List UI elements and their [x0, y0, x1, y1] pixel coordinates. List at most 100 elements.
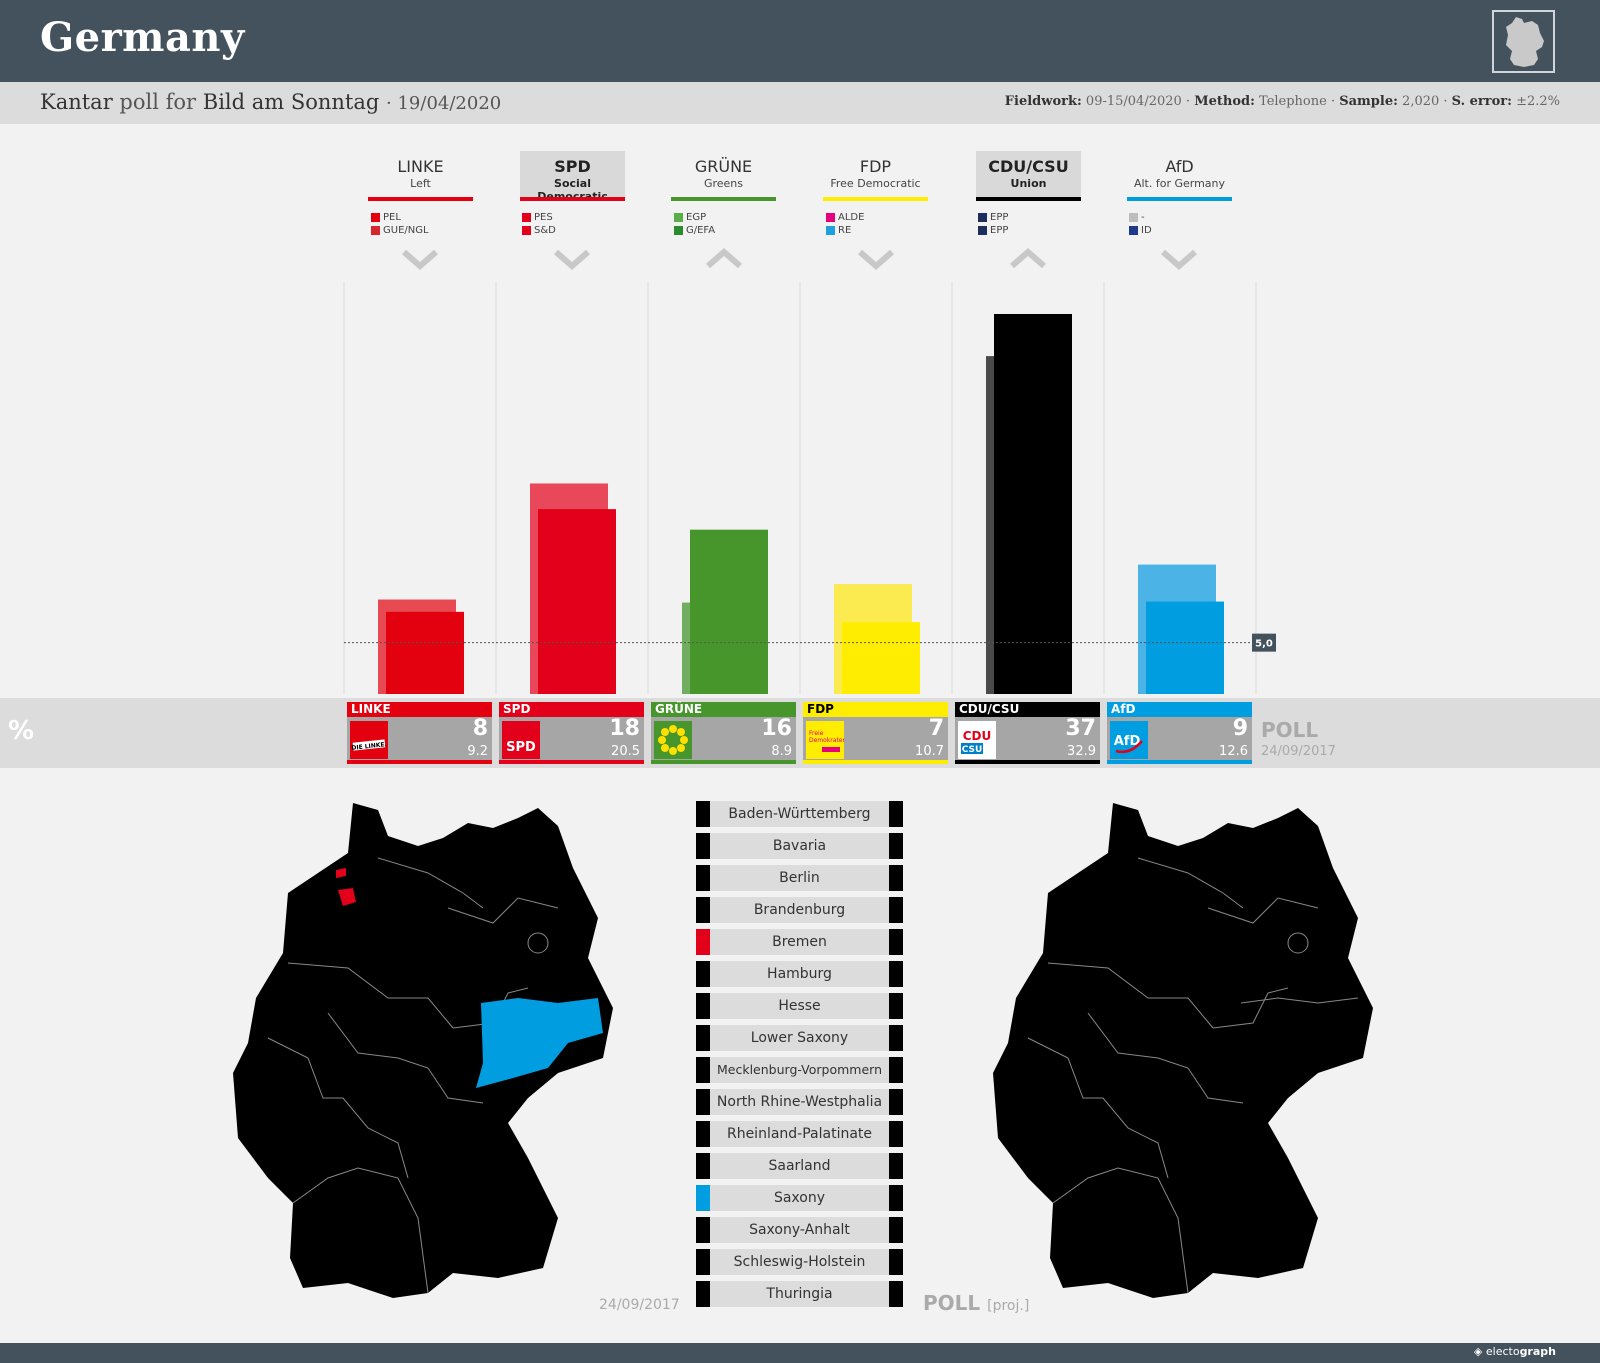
result-color-line [1107, 760, 1252, 764]
state-poll-swatch [889, 1249, 903, 1275]
state-row-hamburg[interactable]: Hamburg [696, 961, 903, 987]
state-row-hesse[interactable]: Hesse [696, 993, 903, 1019]
state-row-saarland[interactable]: Saarland [696, 1153, 903, 1179]
state-row-saxony[interactable]: Saxony [696, 1185, 903, 1211]
state-name: Hesse [778, 998, 821, 1014]
bar-chart: 5,0 [343, 282, 1276, 694]
result-box-cdu-csu: CDU/CSU CDU CSU 37 32.9 [955, 702, 1100, 764]
bar-poll-0 [386, 611, 464, 694]
state-name: Hamburg [767, 966, 832, 982]
method-value: Telephone [1259, 94, 1327, 109]
result-box-linke: LINKE DIE LINKE. 8 9.2 [347, 702, 492, 764]
eu-group-label: EGP [686, 212, 707, 223]
state-poll-swatch [889, 865, 903, 891]
poll-word: poll for [119, 90, 197, 114]
party-color-line [520, 197, 625, 201]
state-name: Saxony-Anhalt [749, 1222, 850, 1238]
bar-poll-3 [842, 622, 920, 694]
party-abbr: CDU/CSU [988, 157, 1069, 176]
state-poll-swatch [889, 1185, 903, 1211]
state-prev-swatch [696, 1185, 710, 1211]
state-row-rheinland-palatinate[interactable]: Rheinland-Palatinate [696, 1121, 903, 1147]
bar-poll-2 [690, 529, 768, 694]
germany-map-poll [993, 803, 1373, 1298]
state-row-bavaria[interactable]: Bavaria [696, 833, 903, 859]
prev-value: 10.7 [915, 744, 944, 759]
eu-group-label: ALDE [838, 212, 865, 223]
party-header-spd: SPD Social Democratic [520, 151, 625, 203]
bar-poll-4 [994, 314, 1072, 694]
eu-color-swatch [1129, 226, 1138, 235]
result-color-line [499, 760, 644, 764]
result-box-fdp: FDP Freie Demokraten 7 10.7 [803, 702, 948, 764]
state-row-north-rhine-westphalia[interactable]: North Rhine-Westphalia [696, 1089, 903, 1115]
page-title: Germany [40, 14, 245, 61]
state-poll-swatch [889, 1057, 903, 1083]
result-color-line [651, 760, 796, 764]
eu-groups-grune: EGP G/EFA [674, 211, 715, 237]
state-poll-swatch [889, 1025, 903, 1051]
state-row-saxony-anhalt[interactable]: Saxony-Anhalt [696, 1217, 903, 1243]
chevron-up-icon [1010, 248, 1046, 269]
party-name: Free Democratic [830, 177, 921, 190]
state-row-brandenburg[interactable]: Brandenburg [696, 897, 903, 923]
state-row-thuringia[interactable]: Thuringia [696, 1281, 903, 1307]
state-row-mecklenburg-vorpommern[interactable]: Mecklenburg-Vorpommern [696, 1057, 903, 1083]
party-name: Left [410, 177, 431, 190]
party-color-line [1127, 197, 1232, 201]
state-prev-swatch [696, 801, 710, 827]
left-map-date: 24/09/2017 [599, 1297, 680, 1313]
result-color-line [803, 760, 948, 764]
right-map-poll: POLL [923, 1291, 981, 1315]
threshold-label-bg [1252, 633, 1276, 652]
party-abbr: SPD [554, 157, 591, 176]
eu-group-label: ID [1141, 225, 1152, 236]
party-abbr: LINKE [397, 157, 444, 176]
state-row-bremen[interactable]: Bremen [696, 929, 903, 955]
state-row-schleswig-holstein[interactable]: Schleswig-Holstein [696, 1249, 903, 1275]
state-prev-swatch [696, 865, 710, 891]
svg-text:SPD: SPD [506, 740, 536, 755]
eu-groups-linke: PEL GUE/NGL [371, 211, 429, 237]
party-header-cdu-csu: CDU/CSU Union [976, 151, 1081, 201]
party-abbr: AfD [1165, 157, 1194, 176]
state-poll-swatch [889, 993, 903, 1019]
state-name: Berlin [779, 870, 820, 886]
state-poll-swatch [889, 1089, 903, 1115]
state-row-lower-saxony[interactable]: Lower Saxony [696, 1025, 903, 1051]
bar-poll-1 [538, 509, 616, 694]
state-prev-swatch [696, 1153, 710, 1179]
state-prev-swatch [696, 929, 710, 955]
poll-info-bar: Kantar poll for Bild am Sonntag · 19/04/… [0, 82, 1600, 124]
state-prev-swatch [696, 897, 710, 923]
state-name: Schleswig-Holstein [733, 1254, 866, 1270]
state-prev-swatch [696, 833, 710, 859]
sample-value: 2,020 [1402, 94, 1440, 109]
svg-text:DIE LINKE.: DIE LINKE. [351, 741, 387, 752]
eu-group-label: S&D [534, 225, 556, 236]
right-map-label: POLL [proj.] [923, 1291, 1029, 1315]
footer-bar: ◈ electograph [0, 1343, 1600, 1363]
state-row-berlin[interactable]: Berlin [696, 865, 903, 891]
state-name: Mecklenburg-Vorpommern [717, 1062, 882, 1077]
threshold-label: 5,0 [1255, 639, 1273, 650]
chevron-down-icon [554, 249, 590, 270]
state-row-baden-wurttemberg[interactable]: Baden-Württemberg [696, 801, 903, 827]
eu-color-swatch [674, 226, 683, 235]
result-party-label: LINKE [347, 702, 492, 717]
eu-group-label: EPP [990, 225, 1009, 236]
error-label: S. error: [1451, 94, 1512, 109]
result-color-line [955, 760, 1100, 764]
party-color-line [823, 197, 928, 201]
party-header-afd: AfD Alt. for Germany [1127, 151, 1232, 201]
state-name: Bavaria [772, 838, 827, 854]
state-prev-swatch [696, 993, 710, 1019]
afd-logo-icon: AfD [1110, 721, 1148, 759]
state-poll-swatch [889, 1153, 903, 1179]
chevron-down-icon [1161, 249, 1197, 270]
germany-shape [233, 803, 613, 1298]
state-poll-swatch [889, 897, 903, 923]
title-bar: Germany [0, 0, 1600, 82]
party-color-line [368, 197, 473, 201]
party-color-line [671, 197, 776, 201]
